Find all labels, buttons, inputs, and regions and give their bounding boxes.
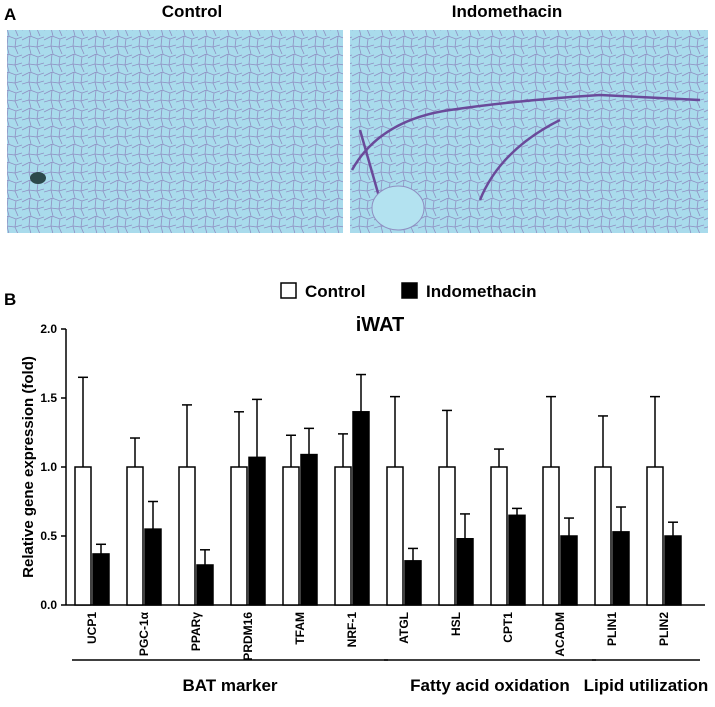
- x-tick-label: PPARγ: [189, 612, 203, 651]
- x-tick-label: CPT1: [501, 612, 515, 643]
- x-tick-label: TFAM: [293, 612, 307, 645]
- x-tick-label: PGC-1α: [137, 611, 151, 656]
- bar: [352, 411, 370, 606]
- x-tick-label: PLIN2: [657, 612, 671, 646]
- x-tick-label: HSL: [449, 612, 463, 636]
- y-tick-label: 1.0: [40, 460, 57, 474]
- bar: [230, 466, 248, 606]
- bar: [560, 535, 578, 606]
- bar: [438, 466, 456, 606]
- y-tick-label: 2.0: [40, 322, 57, 336]
- bar: [404, 560, 422, 606]
- x-tick-label: ATGL: [397, 612, 411, 644]
- y-tick-label: 1.5: [40, 391, 57, 405]
- bar: [508, 514, 526, 606]
- x-tick-label: UCP1: [85, 612, 99, 644]
- legend-label: Control: [305, 282, 365, 301]
- bar: [334, 466, 352, 606]
- y-axis-label: Relative gene expression (fold): [20, 356, 37, 578]
- bar: [178, 466, 196, 606]
- bar: [490, 466, 508, 606]
- panel-label: A: [4, 5, 16, 24]
- legend-swatch: [401, 282, 418, 299]
- bar: [144, 528, 162, 606]
- bar: [664, 535, 682, 606]
- chart-title: iWAT: [356, 314, 405, 336]
- x-tick-label: PRDM16: [241, 612, 255, 661]
- group-label: Lipid utilization: [584, 676, 709, 695]
- bar: [612, 531, 630, 606]
- x-tick-label: NRF-1: [345, 612, 359, 648]
- bar: [196, 564, 214, 606]
- y-tick-label: 0.5: [40, 529, 57, 543]
- bar: [456, 538, 474, 606]
- legend-label: Indomethacin: [426, 282, 537, 301]
- bar: [126, 466, 144, 606]
- bar: [92, 553, 110, 606]
- bar: [646, 466, 664, 606]
- bar: [74, 466, 92, 606]
- y-tick-label: 0.0: [40, 598, 57, 612]
- group-label: Fatty acid oxidation: [410, 676, 570, 695]
- bar: [386, 466, 404, 606]
- panel-label: B: [4, 290, 16, 309]
- bar: [282, 466, 300, 606]
- image-title: Control: [162, 2, 222, 21]
- bar: [300, 453, 318, 606]
- bar: [248, 456, 266, 606]
- image-title: Indomethacin: [452, 2, 563, 21]
- micrograph: [350, 30, 708, 233]
- group-label: BAT marker: [182, 676, 277, 695]
- x-tick-label: ACADM: [553, 612, 567, 657]
- micrograph: [7, 30, 343, 233]
- bar: [542, 466, 560, 606]
- bar: [594, 466, 612, 606]
- x-tick-label: PLIN1: [605, 612, 619, 646]
- legend-swatch: [280, 282, 297, 299]
